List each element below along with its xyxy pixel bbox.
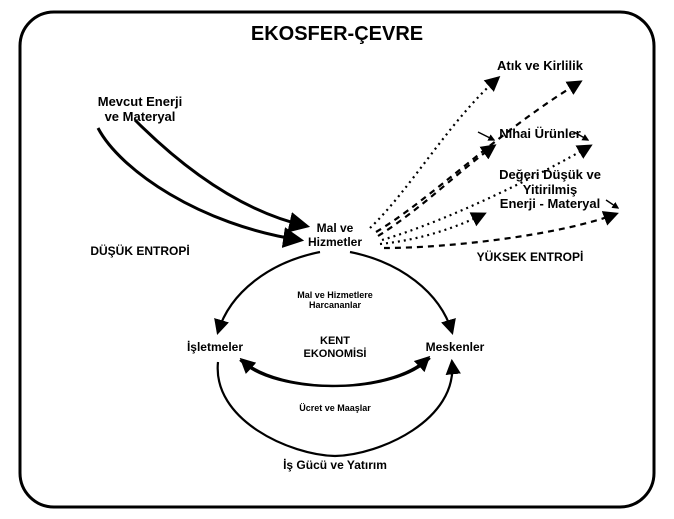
arrow-out_nihai_a — [378, 146, 494, 236]
yuksek-label: YÜKSEK ENTROPİ — [477, 251, 584, 265]
diagram-canvas: EKOSFER-ÇEVRE Atık ve Kirlilik Mevcut En… — [0, 0, 674, 519]
ucret-label: Ücret ve Maaşlar — [299, 403, 371, 413]
arrow-input_left — [98, 128, 300, 240]
arrow-small_in_3 — [606, 200, 618, 208]
atik-label: Atık ve Kirlilik — [497, 59, 583, 74]
arrow-out_atik_a — [370, 78, 498, 228]
malhiz-label: Mal ve Hizmetler — [308, 222, 362, 250]
malhizharc-label: Mal ve Hizmetlere Harcananlar — [297, 290, 373, 311]
arrow-input_right — [135, 120, 306, 226]
isgucu-label: İş Gücü ve Yatırım — [283, 459, 387, 473]
arrow-loop_mid_left — [242, 358, 430, 386]
isletmeler-label: İşletmeler — [187, 341, 243, 355]
meskenler-label: Meskenler — [426, 341, 485, 355]
mevcut-label: Mevcut Enerji ve Materyal — [98, 95, 183, 125]
arrow-small_in_1 — [478, 132, 494, 140]
degeri-label: Değeri Düşük ve Yitirilmiş Enerji - Mate… — [499, 168, 601, 213]
kent-label: KENT EKONOMİSİ — [304, 335, 367, 360]
nihai-label: Nihai Ürünler — [499, 127, 581, 142]
arrow-loop_mid_right — [240, 358, 428, 386]
arrow-out_deger_b — [384, 214, 616, 248]
title-label: EKOSFER-ÇEVRE — [251, 23, 423, 46]
dusuk-label: DÜŞÜK ENTROPİ — [90, 245, 189, 259]
